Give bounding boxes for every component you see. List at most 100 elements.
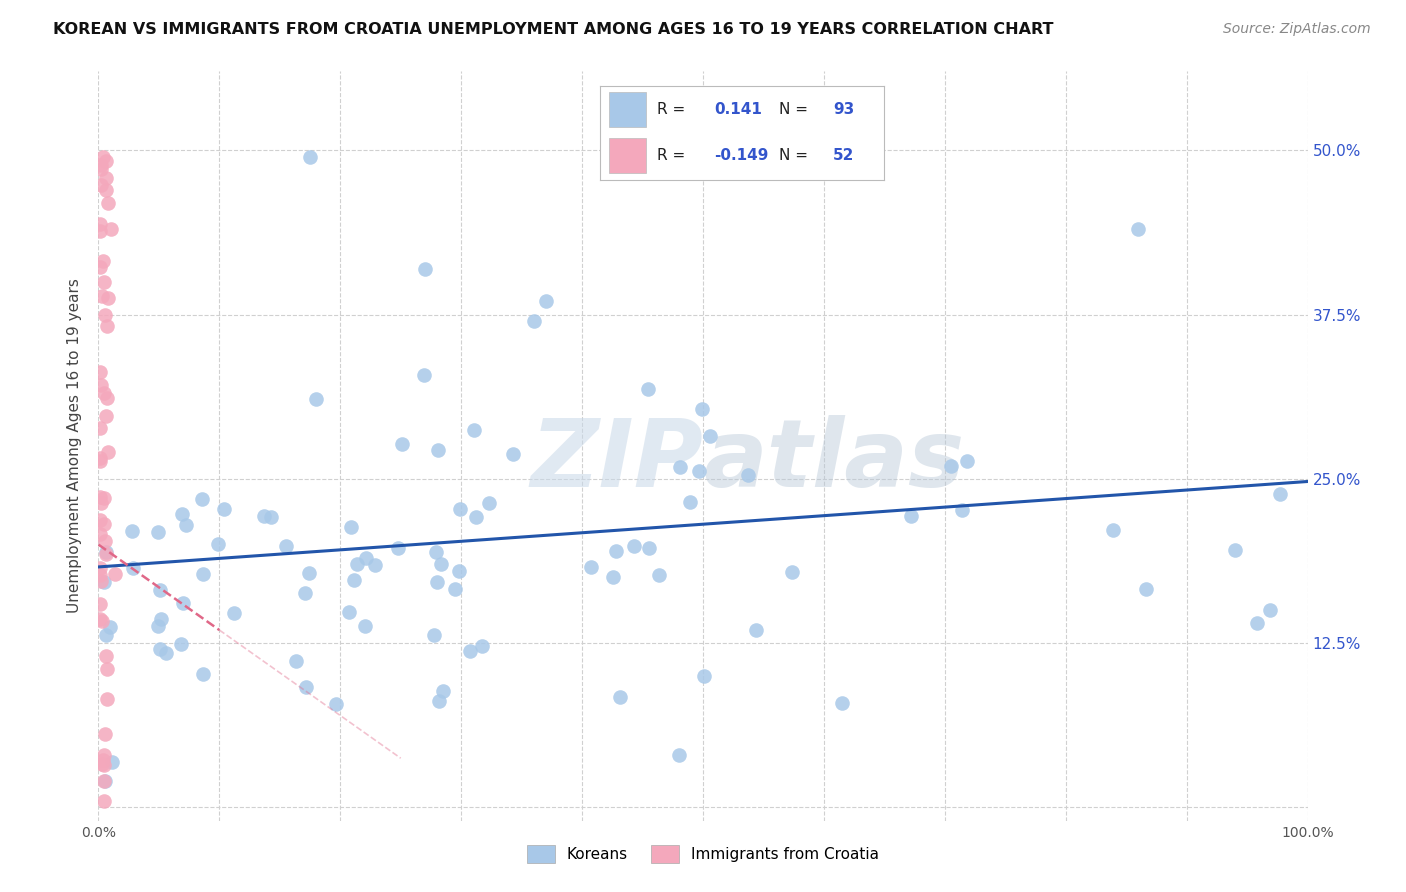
Point: [94, 309, 117, 323]
Point: [956, 453, 979, 467]
Point: [93, 774, 115, 789]
Point: [1128, 222, 1150, 236]
Text: atlas: atlas: [703, 415, 965, 507]
Point: [89, 451, 111, 466]
Point: [463, 423, 485, 437]
Point: [745, 623, 768, 637]
Legend: Koreans, Immigrants from Croatia: Koreans, Immigrants from Croatia: [522, 839, 884, 869]
Point: [89, 612, 111, 626]
Point: [449, 564, 471, 578]
Point: [669, 460, 692, 475]
Point: [363, 558, 385, 572]
Point: [94, 154, 117, 169]
Point: [89, 561, 111, 575]
Point: [297, 566, 319, 581]
Point: [93, 491, 115, 505]
Point: [353, 619, 375, 633]
Point: [155, 646, 177, 660]
Point: [93, 794, 115, 808]
Point: [93, 386, 115, 401]
Point: [93, 727, 115, 741]
Point: [97, 195, 120, 210]
Point: [212, 501, 235, 516]
Point: [190, 491, 212, 506]
Point: [90, 162, 112, 177]
Point: [387, 541, 409, 555]
Point: [299, 150, 322, 164]
Point: [207, 537, 229, 551]
Point: [523, 314, 546, 328]
Point: [1246, 616, 1268, 631]
Point: [148, 525, 170, 540]
Point: [471, 639, 494, 653]
Point: [294, 586, 316, 600]
Point: [325, 697, 347, 711]
Point: [534, 294, 557, 309]
Point: [679, 494, 702, 508]
Point: [89, 597, 111, 611]
Point: [96, 391, 118, 405]
Text: KOREAN VS IMMIGRANTS FROM CROATIA UNEMPLOYMENT AMONG AGES 16 TO 19 YEARS CORRELA: KOREAN VS IMMIGRANTS FROM CROATIA UNEMPL…: [53, 22, 1054, 37]
Point: [343, 573, 366, 587]
Point: [96, 291, 118, 305]
Point: [90, 158, 112, 172]
Point: [426, 575, 449, 590]
Point: [737, 467, 759, 482]
Point: [432, 684, 454, 698]
Point: [121, 524, 143, 538]
Point: [104, 567, 127, 582]
Point: [637, 383, 659, 397]
Point: [609, 690, 631, 704]
Text: Source: ZipAtlas.com: Source: ZipAtlas.com: [1223, 22, 1371, 37]
Point: [224, 607, 246, 621]
Point: [274, 539, 297, 553]
Y-axis label: Unemployment Among Ages 16 to 19 years: Unemployment Among Ages 16 to 19 years: [67, 278, 83, 614]
Point: [458, 644, 481, 658]
Point: [91, 289, 114, 303]
Point: [602, 569, 624, 583]
Point: [93, 574, 115, 589]
Point: [831, 697, 853, 711]
Point: [89, 421, 111, 435]
Point: [94, 628, 117, 642]
Point: [150, 612, 173, 626]
Point: [90, 574, 112, 588]
Point: [688, 465, 710, 479]
Point: [96, 692, 118, 706]
Point: [449, 502, 471, 516]
Point: [900, 508, 922, 523]
Point: [96, 548, 118, 562]
Point: [91, 253, 114, 268]
Point: [193, 667, 215, 681]
Point: [96, 318, 118, 333]
Point: [668, 747, 690, 762]
Point: [101, 755, 124, 769]
Point: [89, 260, 111, 274]
Point: [94, 171, 117, 186]
Point: [172, 596, 194, 610]
Point: [93, 747, 115, 762]
Point: [93, 533, 115, 548]
Point: [93, 758, 115, 772]
Point: [285, 654, 308, 668]
Point: [89, 217, 111, 231]
Point: [425, 545, 447, 559]
Point: [429, 557, 451, 571]
Point: [89, 527, 111, 541]
Point: [89, 513, 111, 527]
Point: [170, 637, 193, 651]
Point: [423, 628, 446, 642]
Point: [623, 539, 645, 553]
Point: [94, 409, 117, 423]
Point: [950, 503, 973, 517]
Point: [295, 680, 318, 694]
Point: [91, 753, 114, 767]
Point: [581, 560, 603, 574]
Point: [780, 566, 803, 580]
Point: [337, 605, 360, 619]
Point: [339, 520, 361, 534]
Point: [699, 429, 721, 443]
Point: [122, 561, 145, 575]
Point: [90, 756, 112, 771]
Point: [1223, 542, 1246, 557]
